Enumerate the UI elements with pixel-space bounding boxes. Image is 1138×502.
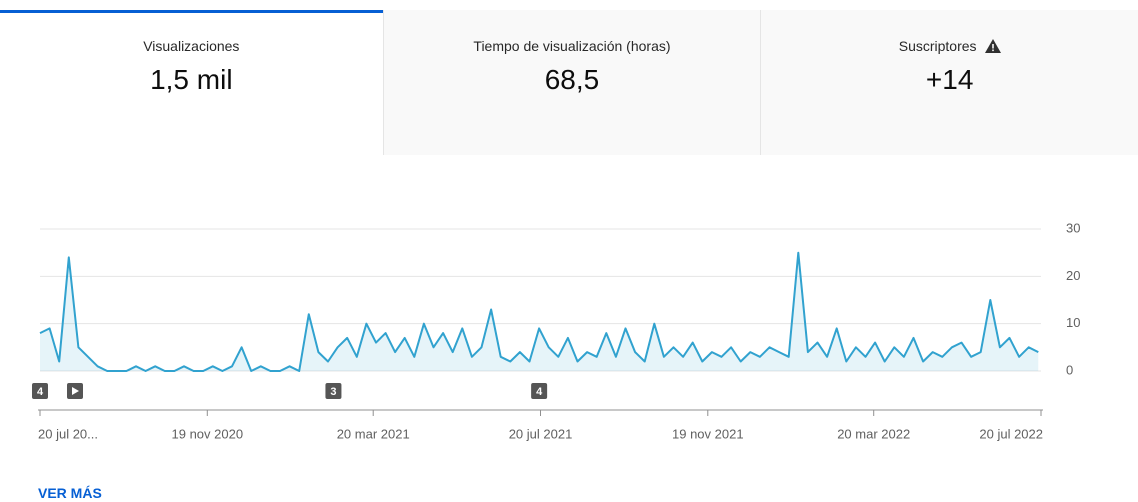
metric-tabs: Visualizaciones 1,5 mil Tiempo de visuali… [0,10,1138,155]
series-line [39,251,1039,372]
tab-title: Suscriptores [898,38,977,54]
y-tick-label: 10 [1066,315,1080,330]
marker-label: 4 [37,386,44,398]
tab-title: Visualizaciones [143,38,240,54]
tab-title: Tiempo de visualización (horas) [473,38,671,54]
see-more-link[interactable]: VER MÁS [38,485,102,501]
y-tick-label: 30 [1066,220,1080,235]
tab[interactable]: Suscriptores +14 [760,10,1138,155]
marker-box [32,383,48,399]
date-marker[interactable]: 4 [32,383,48,399]
marker-label: 3 [330,386,336,398]
series-area [40,252,1039,371]
play-marker[interactable] [67,383,83,399]
y-tick-label: 20 [1066,268,1080,283]
x-tick-label: 20 jul 20... [38,426,98,441]
marker-label: 4 [536,386,543,398]
y-tick-label: 0 [1066,362,1073,377]
tab[interactable]: Visualizaciones 1,5 mil [0,10,383,155]
tab-value: 1,5 mil [150,64,233,95]
date-marker[interactable]: 4 [531,383,548,399]
marker-box [531,383,548,399]
tab[interactable]: Tiempo de visualización (horas) 68,5 [382,10,761,155]
x-tick-label: 20 jul 2021 [509,426,573,441]
tab-value: 68,5 [544,64,600,95]
marker-box [325,383,342,399]
x-tick-label: 20 mar 2022 [837,426,910,441]
x-tick-label: 20 mar 2021 [337,426,410,441]
x-tick-label: 19 nov 2021 [672,426,744,441]
tab-title-row: Suscriptores [761,38,1138,54]
date-marker[interactable]: 3 [325,383,342,399]
tab-value: +14 [925,64,974,95]
x-tick-label: 20 jul 2022 [979,426,1043,441]
x-tick-label: 19 nov 2020 [172,426,244,441]
warning-icon [984,39,1001,53]
